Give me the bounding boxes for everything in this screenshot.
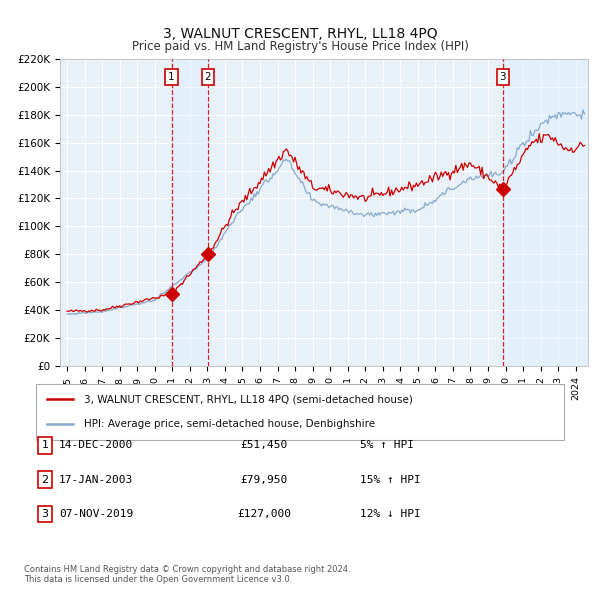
Text: 15% ↑ HPI: 15% ↑ HPI [360, 475, 421, 484]
Text: 3, WALNUT CRESCENT, RHYL, LL18 4PQ (semi-detached house): 3, WALNUT CRESCENT, RHYL, LL18 4PQ (semi… [83, 394, 412, 404]
Text: 3: 3 [41, 509, 49, 519]
Text: 2: 2 [41, 475, 49, 484]
Bar [503, 59, 588, 366]
Text: Contains HM Land Registry data © Crown copyright and database right 2024.
This d: Contains HM Land Registry data © Crown c… [24, 565, 350, 584]
Text: 12% ↓ HPI: 12% ↓ HPI [360, 509, 421, 519]
Text: HPI: Average price, semi-detached house, Denbighshire: HPI: Average price, semi-detached house,… [83, 419, 374, 429]
Text: £127,000: £127,000 [237, 509, 291, 519]
Text: £79,950: £79,950 [241, 475, 287, 484]
Text: £51,450: £51,450 [241, 441, 287, 450]
Bar [172, 59, 208, 366]
FancyBboxPatch shape [36, 384, 564, 440]
Text: 17-JAN-2003: 17-JAN-2003 [59, 475, 133, 484]
Text: 3: 3 [500, 72, 506, 82]
Text: 14-DEC-2000: 14-DEC-2000 [59, 441, 133, 450]
Text: 5% ↑ HPI: 5% ↑ HPI [360, 441, 414, 450]
Text: Price paid vs. HM Land Registry's House Price Index (HPI): Price paid vs. HM Land Registry's House … [131, 40, 469, 53]
Text: 2: 2 [205, 72, 211, 82]
Text: 1: 1 [168, 72, 175, 82]
Text: 07-NOV-2019: 07-NOV-2019 [59, 509, 133, 519]
Text: 1: 1 [41, 441, 49, 450]
Text: 3, WALNUT CRESCENT, RHYL, LL18 4PQ: 3, WALNUT CRESCENT, RHYL, LL18 4PQ [163, 27, 437, 41]
